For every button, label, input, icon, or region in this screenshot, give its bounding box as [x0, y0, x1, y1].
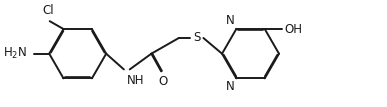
Text: O: O: [159, 75, 168, 88]
Text: H$_2$N: H$_2$N: [3, 46, 27, 61]
Text: N: N: [226, 14, 234, 27]
Text: N: N: [226, 80, 234, 93]
Text: Cl: Cl: [42, 4, 53, 17]
Text: S: S: [193, 31, 200, 45]
Text: NH: NH: [127, 74, 144, 87]
Text: OH: OH: [284, 23, 302, 36]
